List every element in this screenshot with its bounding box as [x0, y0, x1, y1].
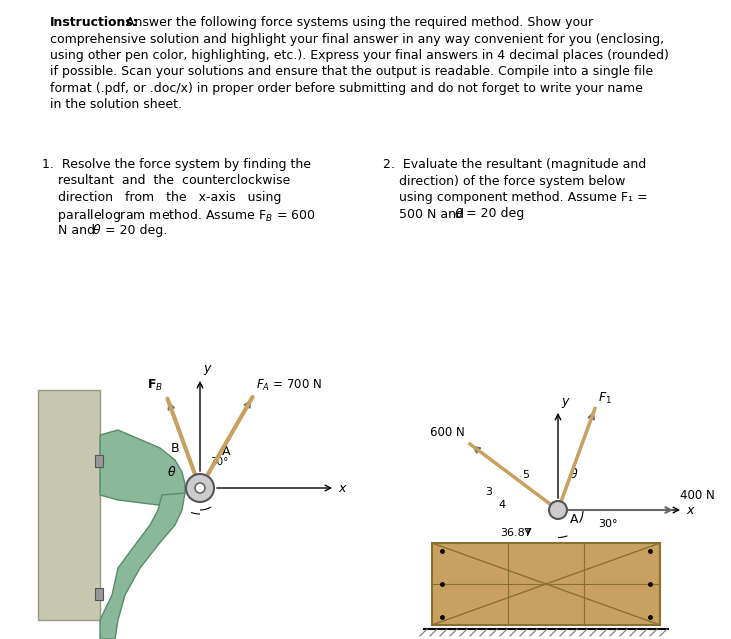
Text: in the solution sheet.: in the solution sheet.: [50, 98, 182, 111]
Bar: [95, 455, 103, 467]
Bar: [432, 543, 660, 625]
Text: x: x: [338, 482, 345, 495]
Text: using other pen color, highlighting, etc.). Express your final answers in 4 deci: using other pen color, highlighting, etc…: [50, 49, 669, 62]
Text: 2.  Evaluate the resultant (magnitude and: 2. Evaluate the resultant (magnitude and: [383, 158, 646, 171]
Bar: [38, 390, 100, 620]
Text: 600 N: 600 N: [431, 426, 465, 439]
Text: 3: 3: [485, 487, 493, 497]
Text: 5: 5: [522, 470, 529, 480]
Text: $F_1$: $F_1$: [598, 390, 612, 406]
Polygon shape: [100, 493, 185, 639]
Text: θ: θ: [455, 208, 462, 220]
Text: 1.  Resolve the force system by finding the: 1. Resolve the force system by finding t…: [42, 158, 311, 171]
Text: Instructions:: Instructions:: [50, 16, 139, 29]
Text: 30°: 30°: [210, 457, 228, 467]
Text: N and: N and: [42, 224, 99, 237]
Text: = 20 deg: = 20 deg: [463, 208, 525, 220]
Text: 30°: 30°: [598, 519, 618, 529]
Polygon shape: [100, 430, 185, 505]
Text: using component method. Assume F₁ =: using component method. Assume F₁ =: [383, 191, 648, 204]
Text: Answer the following force systems using the required method. Show your: Answer the following force systems using…: [122, 16, 593, 29]
Text: θ: θ: [93, 224, 101, 237]
Text: θ: θ: [570, 468, 577, 481]
Text: y: y: [203, 362, 211, 375]
Text: comprehensive solution and highlight your final answer in any way convenient for: comprehensive solution and highlight you…: [50, 33, 664, 45]
Text: parallelogram method. Assume F$_B$ = 600: parallelogram method. Assume F$_B$ = 600: [42, 208, 316, 224]
Text: A: A: [221, 445, 230, 458]
Text: $\mathbf{F}_B$: $\mathbf{F}_B$: [148, 378, 164, 393]
Text: 400 N: 400 N: [680, 489, 715, 502]
Text: x: x: [686, 505, 694, 518]
Text: 36.87: 36.87: [500, 528, 532, 538]
Circle shape: [549, 501, 567, 519]
Text: format (.pdf, or .doc/x) in proper order before submitting and do not forget to : format (.pdf, or .doc/x) in proper order…: [50, 82, 643, 95]
Text: θ: θ: [168, 466, 176, 479]
Text: direction   from   the   x-axis   using: direction from the x-axis using: [42, 191, 281, 204]
Text: direction) of the force system below: direction) of the force system below: [383, 174, 626, 187]
Text: if possible. Scan your solutions and ensure that the output is readable. Compile: if possible. Scan your solutions and ens…: [50, 66, 653, 79]
Text: 4: 4: [499, 500, 506, 510]
Bar: [95, 588, 103, 600]
Text: A: A: [570, 513, 578, 526]
Circle shape: [195, 483, 205, 493]
Text: $F_A$ = 700 N: $F_A$ = 700 N: [257, 378, 322, 393]
Text: = 20 deg.: = 20 deg.: [101, 224, 167, 237]
Text: 500 N and: 500 N and: [383, 208, 468, 220]
Text: B: B: [170, 442, 179, 455]
Text: resultant  and  the  counterclockwise: resultant and the counterclockwise: [42, 174, 290, 187]
Text: y: y: [561, 395, 569, 408]
Circle shape: [186, 474, 214, 502]
